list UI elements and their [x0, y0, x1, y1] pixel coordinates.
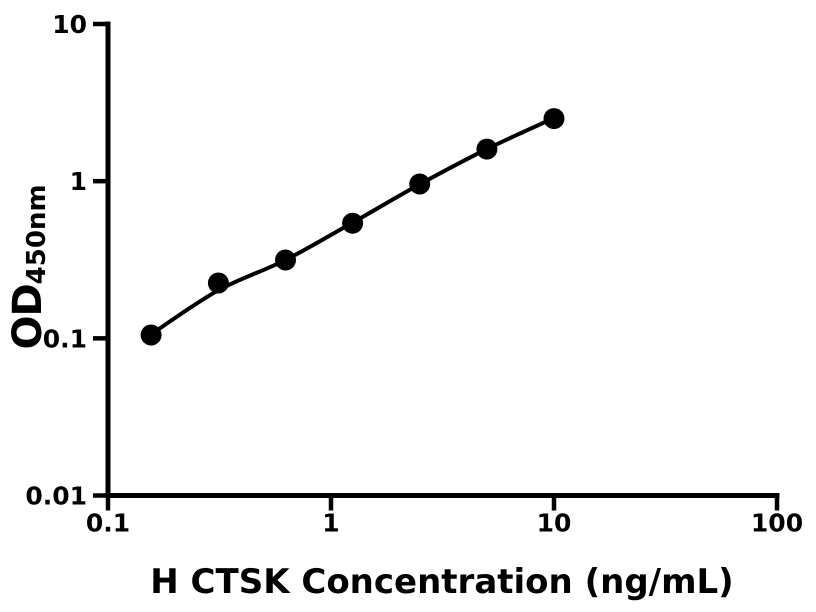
x-tick-label: 100: [751, 509, 803, 538]
y-axis-title-subscript: 450nm: [22, 184, 52, 285]
data-point: [140, 324, 162, 346]
data-point: [207, 272, 229, 294]
y-tick-label: 1: [70, 167, 87, 196]
data-point: [409, 173, 431, 195]
y-tick-label: 0.01: [25, 482, 87, 511]
data-point: [275, 249, 296, 271]
y-axis-title-main: OD: [5, 284, 51, 350]
x-tick-label: 10: [537, 509, 572, 538]
x-axis-title: H CTSK Concentration (ng/mL): [150, 562, 734, 602]
data-point: [342, 212, 364, 234]
x-tick-label: 1: [322, 509, 339, 538]
data-point: [543, 108, 565, 130]
data-point: [476, 138, 498, 160]
y-tick-label: 10: [52, 10, 87, 39]
x-tick-label: 0.1: [86, 509, 130, 538]
y-tick-label: 0.1: [43, 324, 87, 353]
